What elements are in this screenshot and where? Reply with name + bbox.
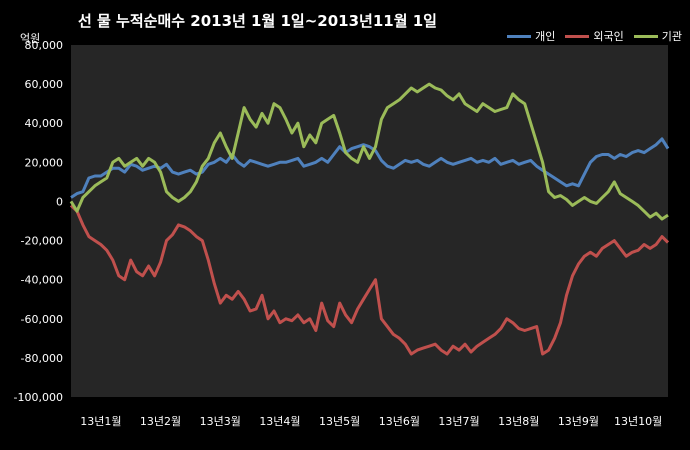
y-tick-label: 80,000 — [25, 39, 64, 52]
x-tick-label: 13년3월 — [200, 415, 241, 428]
legend-item-foreign: 외국인 — [565, 28, 624, 44]
series-line-institution — [69, 82, 669, 221]
x-tick-label: 13년9월 — [558, 415, 599, 428]
series-line-foreign — [69, 204, 670, 356]
x-tick-label: 13년6월 — [379, 415, 420, 428]
x-tick-label: 13년5월 — [319, 415, 360, 428]
x-tick-label: 13년7월 — [438, 415, 479, 428]
y-tick-label: -80,000 — [21, 352, 63, 365]
legend-swatch-individual — [507, 34, 532, 38]
x-axis-ticks: 13년1월 13년2월 13년3월 13년4월 13년5월 13년6월 13년7월 13년8월… — [80, 415, 662, 428]
chart-title: 선 물 누적순매수 2013년 1월 1일~2013년11월 1일 — [78, 12, 437, 30]
x-tick-label: 13년8월 — [498, 415, 539, 428]
y-tick-label: -20,000 — [21, 235, 63, 248]
y-tick-label: 20,000 — [25, 156, 64, 169]
legend-label-institution: 기관 — [661, 30, 682, 43]
legend-swatch-institution — [633, 34, 658, 38]
chart-legend: 개인 외국인 기관 — [507, 28, 682, 44]
legend-label-individual: 개인 — [535, 30, 556, 43]
y-axis-unit-label: 억원 — [20, 32, 41, 45]
y-tick-label: -100,000 — [14, 391, 63, 404]
x-tick-label: 13년2월 — [140, 415, 181, 428]
x-tick-label: 13년4월 — [259, 415, 300, 428]
x-tick-label: 13년1월 — [80, 415, 121, 428]
y-axis-ticks: 80,000 60,000 40,000 20,000 0 -20,000 -40,000 -… — [14, 39, 63, 404]
y-tick-label: 0 — [56, 195, 63, 208]
plot-area — [71, 45, 668, 397]
y-tick-label: 60,000 — [25, 78, 64, 91]
y-tick-label: -60,000 — [21, 313, 63, 326]
series-line-individual — [70, 137, 670, 199]
legend-item-institution: 기관 — [633, 28, 682, 44]
legend-item-individual: 개인 — [507, 28, 555, 44]
x-tick-label: 13년10월 — [614, 415, 662, 428]
chart-series — [69, 82, 670, 356]
y-tick-label: 40,000 — [25, 117, 64, 130]
legend-swatch-foreign — [565, 34, 590, 38]
legend-label-foreign: 외국인 — [593, 30, 624, 43]
y-tick-label: -40,000 — [21, 274, 63, 287]
